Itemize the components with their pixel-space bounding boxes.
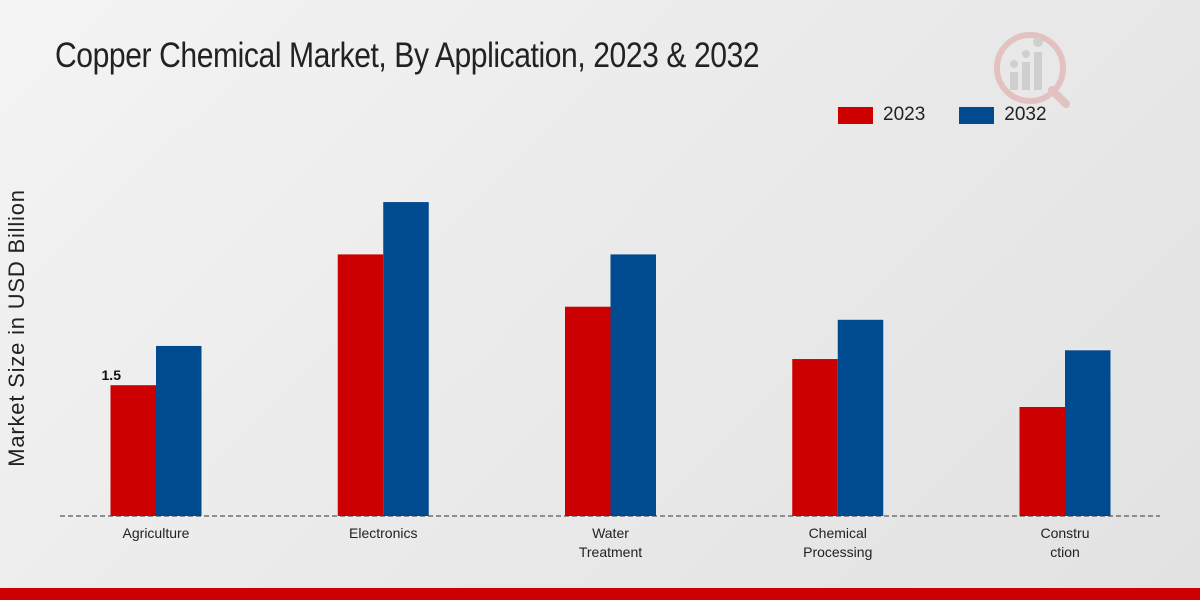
- legend-swatch-2023: [838, 106, 873, 124]
- bar-2023-3: [792, 359, 838, 516]
- brand-logo-icon: [994, 32, 1070, 108]
- data-label-0: 1.5: [102, 367, 122, 383]
- legend: 2023 2032: [838, 104, 1081, 126]
- legend-item-2032: 2032: [959, 104, 1047, 126]
- bar-2032-1: [383, 202, 429, 516]
- legend-label-2023: 2023: [883, 104, 926, 125]
- x-tick-label-3: Chemical Processing: [803, 525, 872, 560]
- bar-2023-1: [337, 254, 384, 516]
- bar-2032-0: [156, 345, 202, 516]
- bar-2032-3: [837, 319, 884, 516]
- x-tick-label-4: Constru ction: [1040, 525, 1089, 560]
- bar-2023-0: [110, 385, 156, 516]
- bottom-accent-bar: [0, 588, 1200, 600]
- bar-2023-2: [565, 306, 611, 516]
- legend-item-2023: 2023: [838, 104, 925, 126]
- chart-title: Copper Chemical Market, By Application, …: [55, 36, 760, 75]
- bar-2023-4: [1019, 407, 1065, 516]
- x-tick-label-1: Electronics: [349, 525, 417, 541]
- legend-label-2032: 2032: [1004, 104, 1047, 125]
- bar-2032-2: [610, 254, 656, 516]
- x-tick-label-0: Agriculture: [123, 525, 190, 541]
- x-tick-label-2: Water Treatment: [579, 525, 642, 560]
- bar-2032-4: [1065, 350, 1111, 516]
- legend-swatch-2032: [959, 106, 995, 124]
